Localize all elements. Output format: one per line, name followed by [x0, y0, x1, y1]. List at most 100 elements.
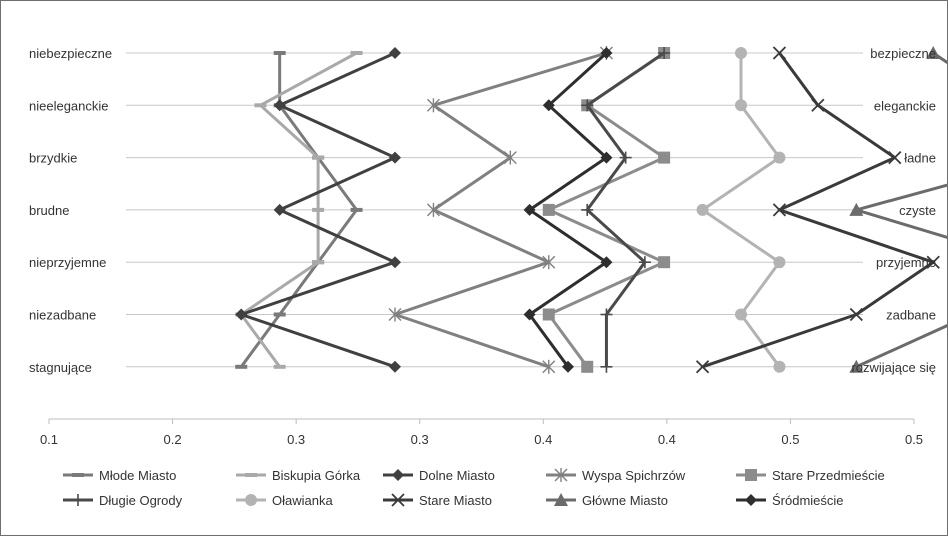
data-point — [696, 203, 709, 216]
data-point — [638, 256, 651, 269]
data-point — [735, 99, 747, 112]
left-label: stagnujące — [29, 360, 92, 375]
data-point — [312, 260, 325, 265]
legend-item: Stare Przedmieście — [736, 468, 885, 483]
data-point — [312, 207, 325, 212]
data-point — [273, 51, 286, 55]
x-tick-label: 0.5 — [905, 432, 923, 447]
legend-label: Długie Ogrody — [99, 493, 183, 508]
legend-item: Główne Miasto — [546, 493, 668, 508]
legend-marker — [554, 493, 568, 506]
data-point — [600, 47, 613, 59]
data-point — [658, 256, 671, 269]
right-label: przyjemne — [876, 255, 936, 270]
legend-label: Stare Miasto — [419, 493, 492, 508]
data-point — [849, 202, 864, 216]
data-point — [542, 255, 556, 270]
category-labels: niebezpieczne nieeleganckie brzydkie brudne… — [29, 46, 936, 375]
data-point — [350, 207, 363, 212]
legend-marker — [392, 469, 404, 481]
data-point — [600, 151, 613, 164]
data-point — [581, 203, 594, 216]
right-label: czyste — [899, 203, 936, 218]
x-tick-label: 0.2 — [164, 432, 182, 447]
data-point — [695, 360, 710, 374]
data-point — [735, 308, 747, 321]
legend-marker — [245, 473, 257, 477]
data-point — [772, 46, 787, 60]
legend-item: Młode Miasto — [63, 468, 176, 483]
data-point — [389, 151, 401, 164]
data-point — [773, 256, 786, 269]
data-point — [772, 203, 787, 217]
left-label: nieprzyjemne — [29, 255, 106, 270]
legend-marker — [745, 494, 757, 506]
data-point — [811, 98, 825, 112]
data-point — [273, 203, 286, 216]
left-label: nieeleganckie — [29, 98, 109, 113]
data-point — [735, 47, 747, 59]
legend-item: Wyspa Spichrzów — [546, 468, 686, 483]
legend-item: Długie Ogrody — [63, 493, 183, 508]
data-point — [581, 360, 594, 373]
legend-marker — [72, 473, 84, 477]
right-label: zadbane — [886, 308, 936, 323]
legend-label: Oławianka — [272, 493, 333, 508]
left-label: niebezpieczne — [29, 46, 112, 61]
legend-label: Wyspa Spichrzów — [582, 468, 686, 483]
data-point — [523, 308, 536, 321]
data-point — [389, 360, 401, 373]
data-point — [600, 256, 613, 269]
legend: Młode Miasto Biskupia Górka Dolne Miasto Wy… — [63, 468, 885, 508]
data-point — [235, 308, 248, 321]
gridlines — [126, 52, 863, 368]
data-point — [773, 360, 786, 373]
legend-label: Młode Miasto — [99, 468, 176, 483]
legend-label: Główne Miasto — [582, 493, 668, 508]
data-point — [619, 151, 632, 164]
data-point — [542, 359, 556, 374]
data-point — [600, 308, 613, 321]
x-tick-label: 0.5 — [781, 432, 799, 447]
data-point — [503, 150, 517, 165]
x-tick-label: 0.4 — [534, 432, 552, 447]
x-axis: 0.1 0.2 0.3 0.3 0.4 0.4 0.5 0.5 — [40, 418, 923, 447]
x-tick-label: 0.3 — [287, 432, 305, 447]
right-label: rozwijające się — [851, 360, 936, 375]
data-point — [235, 364, 248, 369]
data-point — [542, 308, 555, 321]
data-point — [389, 256, 401, 269]
right-label: eleganckie — [874, 98, 936, 113]
left-label: brudne — [29, 203, 69, 218]
data-point — [426, 202, 440, 217]
data-point — [562, 360, 574, 373]
legend-label: Biskupia Górka — [272, 468, 361, 483]
legend-label: Śródmieście — [772, 493, 844, 508]
legend-item: Dolne Miasto — [383, 468, 495, 483]
data-point — [926, 46, 941, 59]
legend-item: Oławianka — [236, 493, 333, 508]
x-tick-label: 0.4 — [658, 432, 676, 447]
x-tick-label: 0.1 — [40, 432, 58, 447]
data-point — [888, 150, 902, 165]
data-point — [254, 103, 267, 108]
left-label: niezadbane — [29, 308, 96, 323]
data-point — [658, 151, 671, 164]
data-point — [273, 364, 286, 369]
legend-label: Stare Przedmieście — [772, 468, 885, 483]
data-point — [849, 359, 864, 373]
data-point — [273, 99, 286, 112]
data-point — [658, 47, 671, 59]
legend-marker — [745, 469, 757, 481]
data-point — [773, 151, 786, 164]
data-point — [312, 155, 325, 160]
left-label: brzydkie — [29, 151, 77, 166]
legend-marker — [245, 494, 257, 506]
data-point — [926, 255, 940, 269]
legend-item: Śródmieście — [736, 493, 844, 508]
x-tick-label: 0.3 — [411, 432, 429, 447]
data-point — [389, 47, 401, 59]
legend-marker — [72, 494, 84, 506]
data-point — [523, 203, 536, 216]
